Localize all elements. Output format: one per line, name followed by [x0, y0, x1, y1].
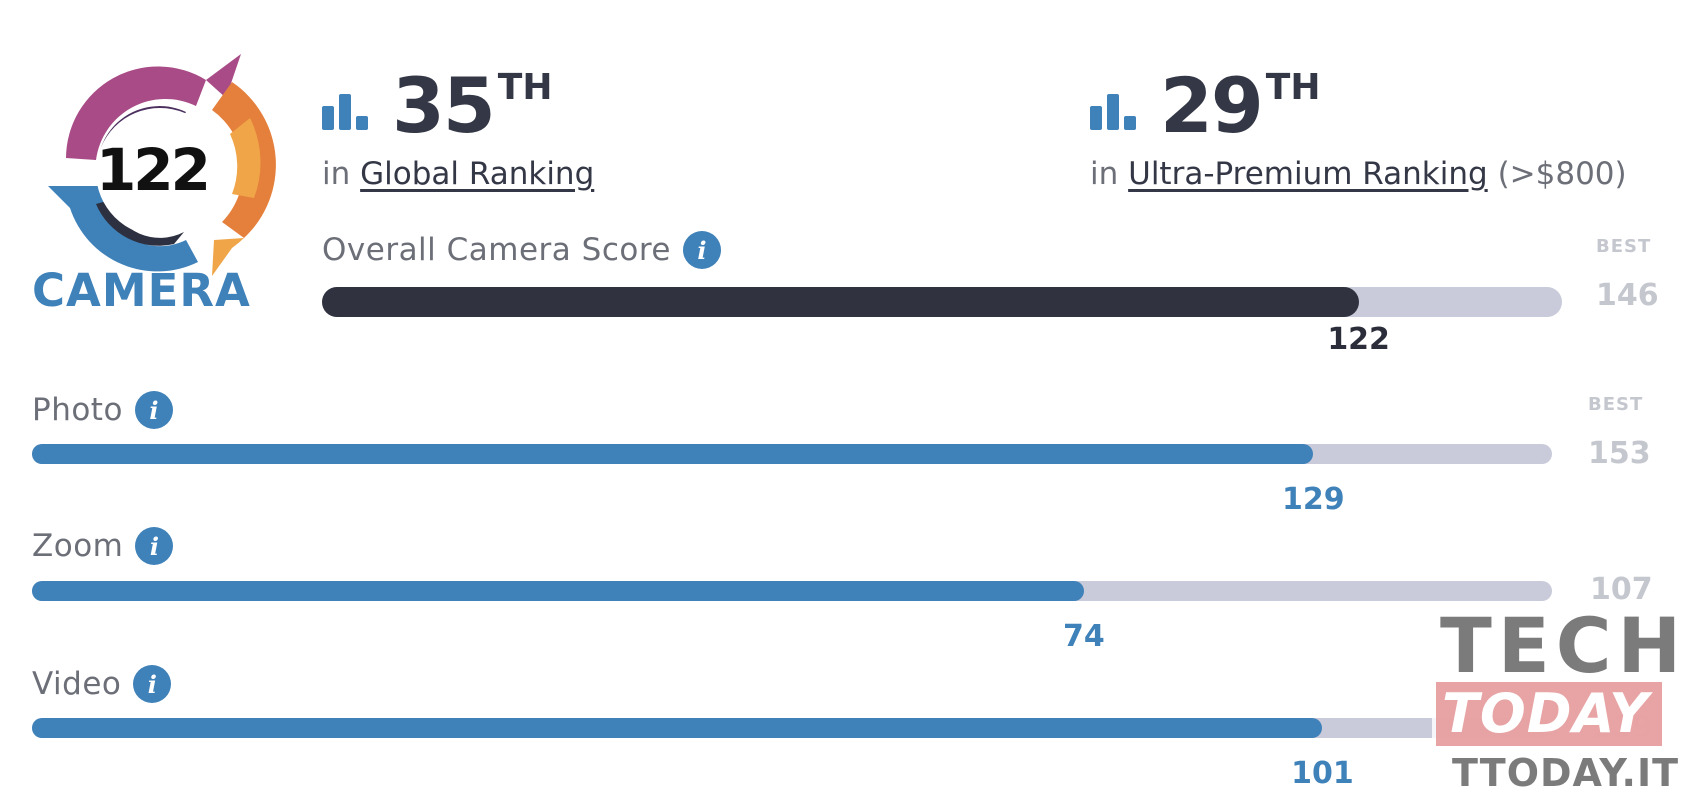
global-rank-number: 35 — [392, 61, 496, 150]
ultra-premium-ranking: 29 TH in Ultra-Premium Ranking (>$800) — [1090, 60, 1627, 192]
video-score-value: 101 — [1291, 756, 1354, 791]
video-score-info-icon[interactable]: i — [133, 665, 172, 703]
watermark-line-1: TECH — [1440, 601, 1688, 690]
photo-score-bar — [32, 444, 1552, 464]
zoom-score-label: Zoom — [32, 528, 124, 564]
global-rank-caption: in Global Ranking — [322, 156, 594, 192]
video-score-label: Video — [32, 666, 122, 702]
video-score-fill — [32, 718, 1323, 738]
ranking-bars-icon — [1090, 94, 1136, 130]
ultra-premium-ranking-link[interactable]: Ultra-Premium Ranking — [1128, 156, 1488, 192]
photo-score-info-icon[interactable]: i — [134, 391, 173, 429]
watermark-line-2: TODAY — [1442, 682, 1650, 745]
zoom-score-info-icon[interactable]: i — [135, 527, 174, 565]
zoom-score-bar — [32, 581, 1552, 601]
photo-best-label: BEST — [1588, 394, 1644, 415]
overall-best-label: BEST — [1596, 236, 1652, 257]
ultra-premium-rank-suffix: TH — [1265, 67, 1321, 108]
video-score-bar — [32, 718, 1552, 738]
zoom-score-fill — [32, 581, 1084, 601]
ultra-premium-rank-caption: in Ultra-Premium Ranking (>$800) — [1090, 156, 1627, 192]
overall-score-fill — [322, 287, 1359, 317]
photo-score-header: Photo i — [32, 386, 173, 434]
camera-score-badge-icon — [48, 54, 276, 276]
global-ranking-link[interactable]: Global Ranking — [360, 156, 595, 192]
global-rank-suffix: TH — [497, 67, 553, 108]
video-score-header: Video i — [32, 660, 172, 708]
photo-score-label: Photo — [32, 392, 123, 428]
overall-score-value: 122 — [1327, 322, 1390, 357]
photo-score-fill — [32, 444, 1314, 464]
ultra-premium-rank-number: 29 — [1160, 61, 1264, 150]
camera-score-value: 122 — [95, 136, 211, 204]
ranking-bars-icon — [322, 94, 368, 130]
watermark-domain: TTODAY.IT — [1452, 751, 1680, 795]
techtoday-watermark: TECH TODAY TTODAY.IT — [1432, 604, 1688, 800]
price-range-note: (>$800) — [1497, 156, 1627, 192]
overall-score-bar — [322, 287, 1562, 317]
watermark-highlight — [1436, 682, 1662, 746]
photo-score-value: 129 — [1282, 482, 1345, 517]
global-ranking: 35 TH in Global Ranking — [322, 60, 594, 192]
zoom-score-value: 74 — [1062, 619, 1105, 654]
overall-score-header: Overall Camera Score i — [322, 226, 721, 274]
overall-score-label: Overall Camera Score — [322, 232, 671, 268]
zoom-score-header: Zoom i — [32, 522, 174, 570]
overall-score-info-icon[interactable]: i — [682, 231, 721, 269]
photo-best-value: 153 — [1588, 436, 1651, 471]
zoom-best-value: 107 — [1590, 572, 1653, 607]
overall-best-value: 146 — [1596, 278, 1659, 313]
camera-badge-label: CAMERA — [32, 264, 251, 317]
ultra-premium-rank-prefix: in — [1090, 156, 1119, 192]
camera-badge: 122 CAMERA — [28, 46, 276, 326]
global-rank-prefix: in — [322, 156, 351, 192]
